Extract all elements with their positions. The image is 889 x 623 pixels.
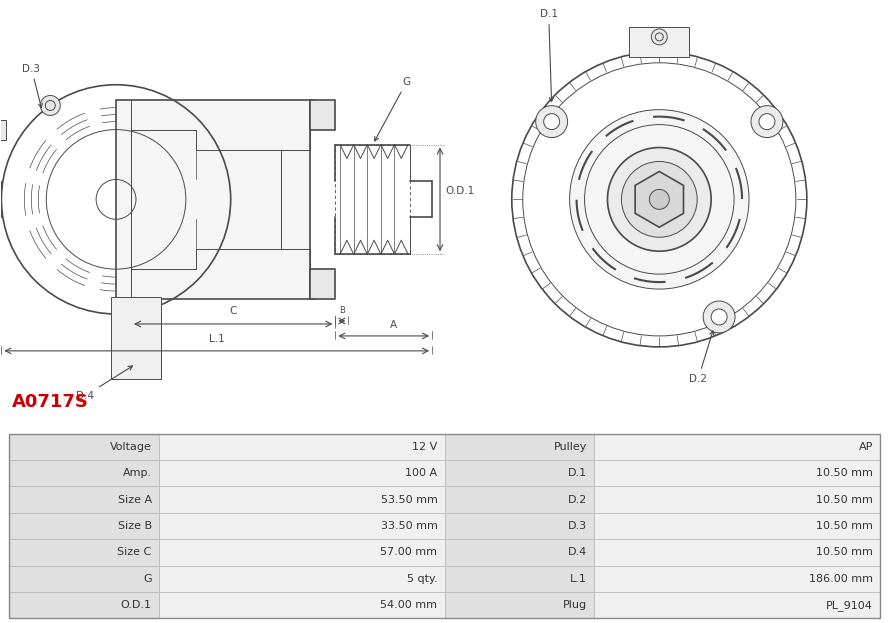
Bar xyxy=(159,592,444,618)
Text: 100 A: 100 A xyxy=(405,468,437,478)
Text: A0717S: A0717S xyxy=(12,393,88,411)
Text: G: G xyxy=(143,574,152,584)
Text: Plug: Plug xyxy=(563,600,588,610)
Text: C: C xyxy=(229,306,236,316)
Bar xyxy=(444,566,595,592)
Text: PL_9104: PL_9104 xyxy=(826,599,873,611)
Bar xyxy=(595,566,880,592)
Text: D.1: D.1 xyxy=(568,468,588,478)
Bar xyxy=(159,434,444,460)
Text: D.2: D.2 xyxy=(689,331,714,384)
Text: G: G xyxy=(374,77,411,141)
Bar xyxy=(444,434,595,460)
Circle shape xyxy=(607,148,711,251)
Text: 10.50 mm: 10.50 mm xyxy=(816,468,873,478)
Text: O.D.1: O.D.1 xyxy=(121,600,152,610)
Bar xyxy=(9,539,159,566)
Bar xyxy=(444,460,595,487)
Text: D.4: D.4 xyxy=(76,366,132,401)
Bar xyxy=(9,460,159,487)
Bar xyxy=(444,487,595,513)
Bar xyxy=(310,100,335,130)
Bar xyxy=(159,513,444,539)
Bar xyxy=(310,269,335,299)
Bar xyxy=(9,592,159,618)
Circle shape xyxy=(544,113,560,130)
Bar xyxy=(595,592,880,618)
Text: 54.00 mm: 54.00 mm xyxy=(380,600,437,610)
Text: Amp.: Amp. xyxy=(123,468,152,478)
Text: L.1: L.1 xyxy=(571,574,588,584)
Circle shape xyxy=(703,301,735,333)
Bar xyxy=(9,434,159,460)
Bar xyxy=(9,434,880,618)
Circle shape xyxy=(652,29,668,45)
Text: B: B xyxy=(339,306,345,315)
Circle shape xyxy=(621,161,697,237)
Bar xyxy=(159,539,444,566)
Bar xyxy=(335,145,410,254)
Bar xyxy=(159,460,444,487)
Bar xyxy=(595,513,880,539)
Text: Size C: Size C xyxy=(117,548,152,558)
Circle shape xyxy=(570,110,749,289)
Text: L.1: L.1 xyxy=(209,334,225,344)
Text: 10.50 mm: 10.50 mm xyxy=(816,548,873,558)
Text: 186.00 mm: 186.00 mm xyxy=(809,574,873,584)
Bar xyxy=(444,539,595,566)
Circle shape xyxy=(711,309,727,325)
Bar xyxy=(9,487,159,513)
Text: 10.50 mm: 10.50 mm xyxy=(816,495,873,505)
Bar xyxy=(0,181,2,217)
Bar xyxy=(116,100,310,299)
Text: Voltage: Voltage xyxy=(109,442,152,452)
Text: D.3: D.3 xyxy=(568,521,588,531)
Text: D.2: D.2 xyxy=(568,495,588,505)
Text: A: A xyxy=(390,320,397,330)
Text: AP: AP xyxy=(859,442,873,452)
Text: Pulley: Pulley xyxy=(554,442,588,452)
Bar xyxy=(159,487,444,513)
Bar xyxy=(9,566,159,592)
Bar xyxy=(595,434,880,460)
Bar xyxy=(9,513,159,539)
Text: 5 qty.: 5 qty. xyxy=(407,574,437,584)
Bar xyxy=(0,120,6,140)
Circle shape xyxy=(759,113,775,130)
Bar xyxy=(595,460,880,487)
Text: O.D.1: O.D.1 xyxy=(445,186,474,196)
Bar xyxy=(595,487,880,513)
Bar xyxy=(444,513,595,539)
Text: 57.00 mm: 57.00 mm xyxy=(380,548,437,558)
Text: D.1: D.1 xyxy=(540,9,557,102)
Circle shape xyxy=(649,189,669,209)
Text: D.4: D.4 xyxy=(568,548,588,558)
Bar xyxy=(629,27,689,57)
Bar xyxy=(595,539,880,566)
Text: 53.50 mm: 53.50 mm xyxy=(380,495,437,505)
Polygon shape xyxy=(635,171,684,227)
Text: 10.50 mm: 10.50 mm xyxy=(816,521,873,531)
Text: 33.50 mm: 33.50 mm xyxy=(380,521,437,531)
Text: D.3: D.3 xyxy=(22,64,43,108)
Circle shape xyxy=(751,106,783,138)
Text: 12 V: 12 V xyxy=(412,442,437,452)
Bar xyxy=(111,297,161,379)
Text: Size A: Size A xyxy=(117,495,152,505)
Circle shape xyxy=(536,106,567,138)
Bar xyxy=(444,592,595,618)
Circle shape xyxy=(40,95,60,115)
Text: Size B: Size B xyxy=(117,521,152,531)
Bar xyxy=(159,566,444,592)
